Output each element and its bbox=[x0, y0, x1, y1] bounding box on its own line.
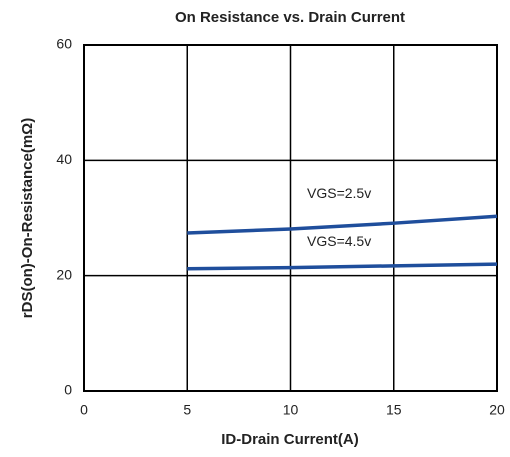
x-axis-label: ID-Drain Current(A) bbox=[221, 431, 359, 448]
series-label: VGS=2.5v bbox=[307, 185, 371, 201]
x-tick-label: 20 bbox=[489, 402, 505, 418]
series-line bbox=[187, 214, 498, 235]
y-axis-label: rDS(on)-On-Resistance(mΩ) bbox=[19, 118, 36, 318]
x-tick-label: 0 bbox=[80, 402, 88, 418]
x-tick-label: 10 bbox=[283, 402, 299, 418]
series-line bbox=[187, 262, 498, 271]
y-tick-label: 20 bbox=[56, 266, 72, 282]
chart-title: On Resistance vs. Drain Current bbox=[175, 9, 405, 26]
series-label: VGS=4.5v bbox=[307, 233, 371, 249]
x-tick-label: 5 bbox=[183, 402, 191, 418]
y-tick-label: 0 bbox=[64, 382, 72, 398]
x-tick-label: 15 bbox=[386, 402, 402, 418]
y-tick-label: 40 bbox=[56, 151, 72, 167]
y-tick-label: 60 bbox=[56, 36, 72, 52]
